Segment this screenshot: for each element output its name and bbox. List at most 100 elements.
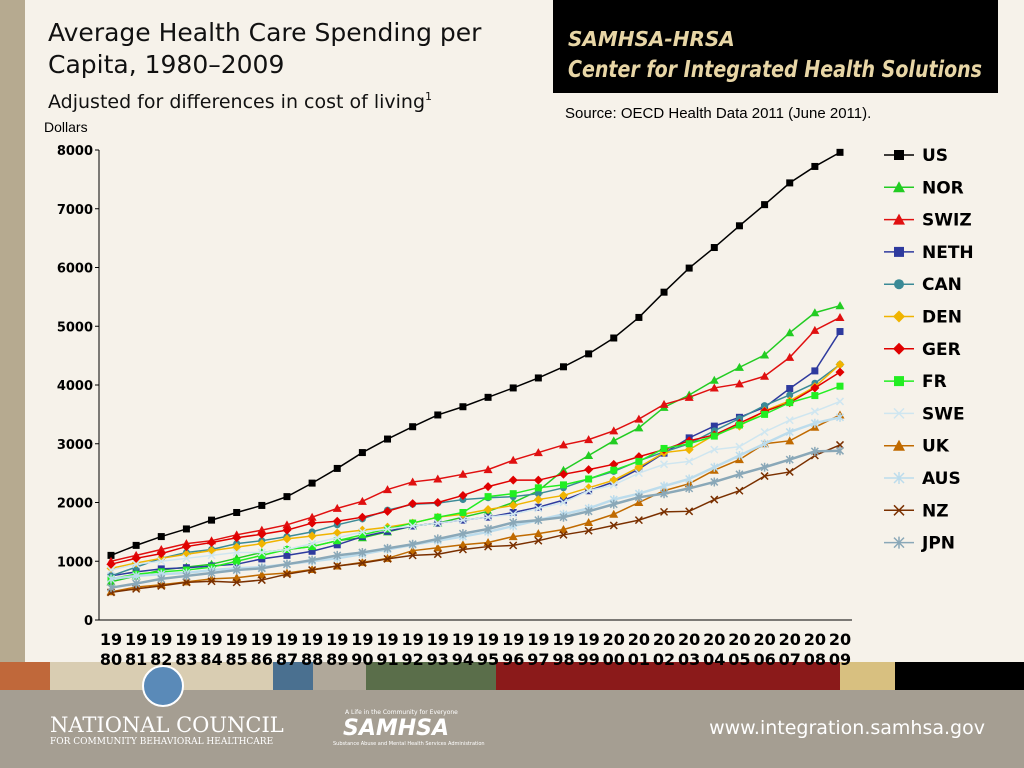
marker [836,382,844,390]
legend-item: US [884,146,948,166]
x-tick-label: 1998 [552,630,575,669]
marker [533,529,543,538]
marker [257,563,266,573]
marker [811,162,819,170]
subtitle-note: 1 [425,90,432,103]
marker [810,407,819,416]
subtitle: Adjusted for differences in cost of livi… [48,90,432,113]
legend-item: SWIZ [884,211,972,231]
x-tick-label: 1984 [200,630,223,669]
marker [458,469,468,478]
marker [433,550,442,559]
legend-label: SWE [922,404,965,424]
marker [508,475,518,485]
marker [835,440,845,449]
marker [409,423,417,431]
x-tick-label: 2002 [652,630,676,669]
legend-marker [893,536,905,549]
series-line [110,371,841,565]
marker [258,551,266,559]
marker [785,352,795,361]
marker [332,516,342,526]
series [107,148,844,559]
marker [533,495,543,505]
marker [761,410,769,418]
marker [258,501,266,509]
marker [660,460,669,469]
marker [483,465,493,474]
marker [333,533,342,542]
marker [484,542,493,551]
legend-item: NETH [884,243,974,263]
marker [835,301,845,310]
marker [634,414,644,423]
marker [282,520,292,529]
marker [357,496,367,505]
marker [233,508,241,516]
x-tick-label: 1992 [401,630,424,669]
marker [408,539,417,549]
marker [282,545,291,554]
legend-marker [894,150,904,160]
marker [533,448,543,457]
marker [534,515,543,525]
marker [634,492,643,502]
marker [786,391,794,399]
marker [383,554,392,563]
x-tick-label: 1996 [502,630,525,669]
marker [735,469,744,479]
marker [106,559,116,569]
marker [534,374,542,382]
marker [232,578,241,587]
legend-marker [893,472,905,484]
marker [157,557,166,566]
header-line1: SAMHSA-HRSA [568,27,735,51]
samhsa-full: Substance Abuse and Mental Health Servic… [333,741,485,747]
marker [811,367,819,375]
x-tick-label: 2009 [828,630,852,669]
series-line [110,363,841,577]
x-tick-label: 1990 [351,630,374,669]
marker [761,402,769,410]
marker [634,462,644,472]
marker [734,379,744,388]
marker [509,541,518,550]
marker [208,516,216,524]
legend-marker [893,439,905,451]
footer-org: NATIONAL COUNCIL [50,713,284,737]
legend-label: JPN [921,534,955,554]
band [273,662,313,690]
marker [132,579,141,589]
marker [508,532,518,541]
marker [132,560,141,569]
marker [458,529,467,539]
marker [836,328,844,336]
subtitle-text: Adjusted for differences in cost of livi… [48,91,425,113]
marker [810,383,820,393]
marker [459,403,467,411]
marker [106,566,116,575]
marker [308,543,316,551]
marker [383,543,392,553]
marker [131,553,141,563]
band [366,662,496,690]
footer-org-sub: FOR COMMUNITY BEHAVIORAL HEALTHCARE [50,737,273,747]
marker [735,421,743,429]
marker [106,574,116,584]
x-tick-label: 1988 [300,630,324,669]
marker [434,513,442,521]
marker [257,529,267,539]
y-axis-label: Dollars [44,119,88,135]
marker [358,558,367,568]
marker [233,557,241,565]
marker [333,561,342,570]
y-tick-label: 7000 [57,203,93,218]
marker [836,148,844,156]
marker [509,490,517,498]
marker [257,525,267,534]
marker [509,517,518,527]
marker [559,498,568,507]
marker [459,508,467,516]
marker [685,507,694,516]
